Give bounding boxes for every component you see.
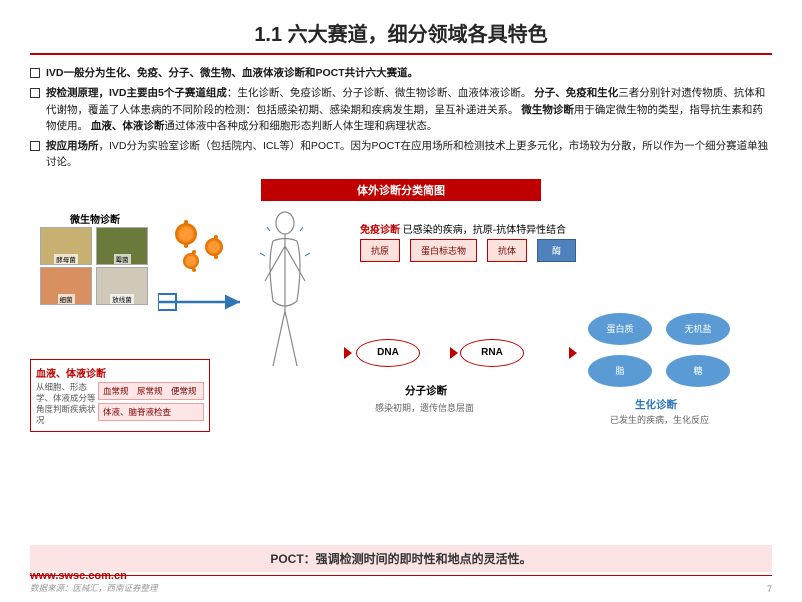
virus-icon [175,223,197,245]
immune-pill-2: 抗体 [487,239,527,262]
diagram-header: 体外诊断分类简图 [261,179,541,201]
human-body-icon [255,211,315,371]
rna-oval: RNA [460,339,524,367]
immune-pill-1: 蛋白标志物 [410,239,477,262]
bullet-1: IVD一般分为生化、免疫、分子、微生物、血液体液诊断和POCT共计六大赛道。 [30,65,772,81]
arrow-red-icon [529,343,579,366]
immune-pill-0: 抗原 [360,239,400,262]
blood-items: 血常规 尿常规 便常规 体液、脑脊液检查 [98,382,204,421]
page-number: 7 [767,584,772,594]
footer: www.swsc.com.cn 数据来源：医械汇，西南证券整理 7 [30,570,772,594]
virus-icon [205,238,223,256]
page-title: 1.1 六大赛道，细分领域各具特色 [30,18,772,47]
micro-cell-3: 放线菌 [96,267,148,305]
immune-row: 抗原 蛋白标志物 抗体 酶 [360,239,576,262]
arrow-red-icon [426,343,460,366]
poct-bar: POCT：强调检测时间的即时性和地点的灵活性。 [30,545,772,572]
bio-sub: 已发生的疾病，生化反应 [610,413,709,426]
dna-oval: DNA [356,339,420,367]
arrow-red-icon [320,343,354,366]
micro-cell-0: 酵母菌 [40,227,92,265]
bio-oval-2: 脂 [588,355,652,387]
footer-source: 数据来源：医械汇，西南证券整理 [30,582,158,594]
micro-label: 微生物诊断 [70,211,120,226]
arrow-infection-icon [158,290,248,317]
molecular-sub: 感染初期，遗传信息层面 [375,401,474,414]
immune-title: 免疫诊断 已感染的疾病，抗原-抗体特异性结合 [360,221,566,236]
immune-enzyme: 酶 [537,239,576,262]
blood-pill-1: 血常规 尿常规 便常规 [98,382,204,400]
blood-box: 血液、体液诊断 从细胞、形态学、体液成分等角度判断疾病状况 血常规 尿常规 便常… [30,359,210,432]
bullets-list: IVD一般分为生化、免疫、分子、微生物、血液体液诊断和POCT共计六大赛道。 按… [30,65,772,171]
bullet-2: 按检测原理，IVD主要由5个子赛道组成：生化诊断、免疫诊断、分子诊断、微生物诊断… [30,85,772,134]
molecular-label: 分子诊断 [405,383,447,398]
bio-label: 生化诊断 [635,397,677,412]
micro-grid: 酵母菌 霉菌 细菌 放线菌 [40,227,150,305]
footer-url: www.swsc.com.cn [30,570,158,582]
title-bar: 1.1 六大赛道，细分领域各具特色 [30,18,772,55]
title-underline [30,53,772,55]
blood-pill-2: 体液、脑脊液检查 [98,403,204,421]
blood-title: 血液、体液诊断 [36,365,204,380]
diagram-area: 微生物诊断 酵母菌 霉菌 细菌 放线菌 血液、体液诊断 从细胞、形态学、体液成分… [30,205,772,463]
bio-oval-0: 蛋白质 [588,313,652,345]
bullet-3: 按应用场所，IVD分为实验室诊断（包括院内、ICL等）和POCT。因为POCT在… [30,138,772,171]
bio-oval-1: 无机盐 [666,313,730,345]
blood-desc: 从细胞、形态学、体液成分等角度判断疾病状况 [36,382,96,426]
virus-icon [183,253,199,269]
bullet-1-text: IVD一般分为生化、免疫、分子、微生物、血液体液诊断和POCT共计六大赛道。 [46,67,418,79]
micro-cell-2: 细菌 [40,267,92,305]
bio-oval-3: 糖 [666,355,730,387]
micro-cell-1: 霉菌 [96,227,148,265]
